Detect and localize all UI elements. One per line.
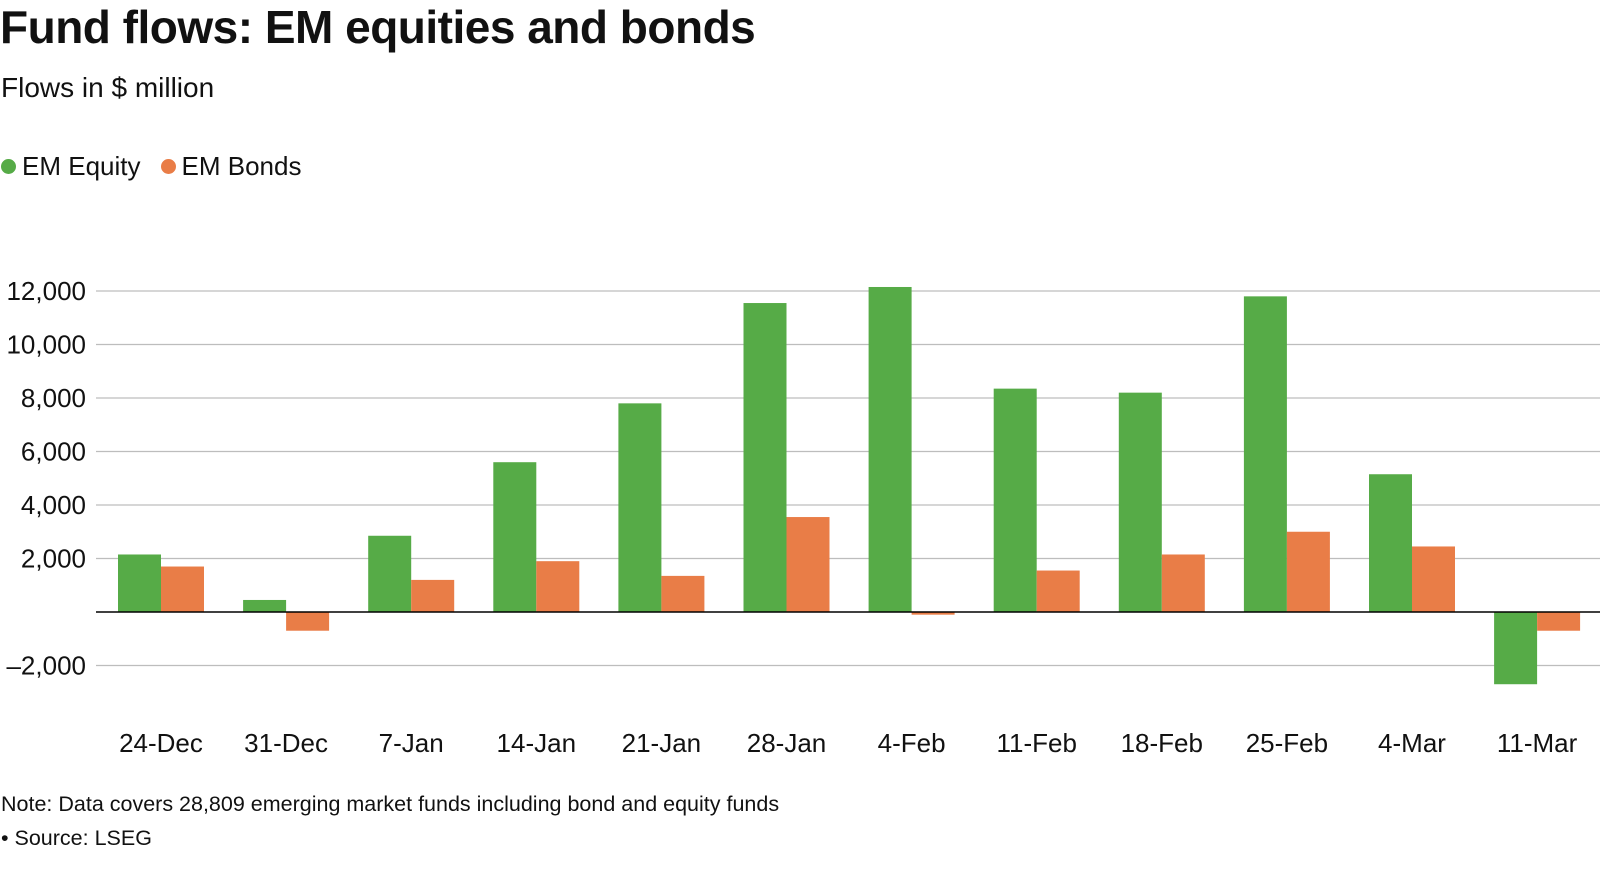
y-tick-label: 6,000 [21, 437, 86, 467]
x-tick-label: 24-Dec [119, 728, 203, 758]
bar-em-equity [118, 554, 161, 612]
bar-em-bonds [911, 612, 955, 615]
y-tick-label: 2,000 [21, 544, 86, 574]
x-tick-label: 28-Jan [747, 728, 827, 758]
bar-em-equity [618, 403, 662, 612]
x-tick-label: 31-Dec [244, 728, 328, 758]
bar-em-bonds [1412, 546, 1455, 612]
bar-em-bonds [1036, 570, 1080, 612]
x-tick-label: 4-Mar [1378, 728, 1446, 758]
bar-em-equity [868, 286, 912, 612]
bar-em-bonds [1286, 531, 1330, 612]
y-tick-label: –2,000 [6, 651, 86, 681]
bar-em-equity [1118, 392, 1162, 612]
x-tick-label: 11-Feb [996, 728, 1076, 758]
bar-em-bonds [286, 612, 330, 631]
bar-em-equity [1369, 474, 1412, 612]
y-tick-label: 12,000 [6, 276, 86, 306]
chart-title: Fund flows: EM equities and bonds [0, 1, 756, 53]
bar-em-bonds [1537, 612, 1581, 631]
bar-em-equity [1494, 612, 1538, 685]
legend-swatch-em-equity [1, 159, 16, 174]
x-tick-label: 7-Jan [379, 728, 444, 758]
chart-subtitle: Flows in $ million [1, 72, 215, 103]
legend-swatch-em-bonds [160, 159, 176, 174]
bar-em-bonds [411, 579, 455, 612]
bar-em-equity [368, 535, 412, 612]
bar-em-bonds [161, 566, 204, 612]
legend-label-em-equity: EM Equity [22, 151, 141, 181]
chart-source: • Source: LSEG [1, 826, 152, 850]
bar-em-equity [493, 462, 537, 612]
y-tick-label: 10,000 [6, 330, 86, 360]
x-tick-label: 18-Feb [1121, 728, 1203, 758]
x-tick-label: 11-Mar [1497, 728, 1578, 758]
y-tick-label: 4,000 [21, 490, 86, 520]
y-tick-label: 8,000 [21, 383, 86, 413]
bar-em-equity [243, 599, 287, 612]
legend-label-em-bonds: EM Bonds [181, 151, 302, 181]
chart-note: Note: Data covers 28,809 emerging market… [1, 792, 780, 816]
bar-em-equity [743, 303, 787, 612]
bar-em-bonds [661, 575, 705, 612]
legend-item-em-equity: EM Equity [1, 151, 141, 182]
bar-em-equity [1243, 296, 1287, 612]
bar-em-equity [993, 388, 1037, 612]
bar-em-bonds [1161, 554, 1205, 612]
legend-item-em-bonds: EM Bonds [160, 151, 302, 182]
x-tick-label: 25-Feb [1246, 728, 1328, 758]
chart-legend: EM Equity EM Bonds [1, 151, 321, 182]
bar-em-bonds [786, 517, 830, 612]
bar-em-bonds [536, 561, 580, 612]
x-tick-label: 4-Feb [878, 728, 946, 758]
x-tick-label: 21-Jan [622, 728, 702, 758]
x-tick-label: 14-Jan [497, 728, 577, 758]
